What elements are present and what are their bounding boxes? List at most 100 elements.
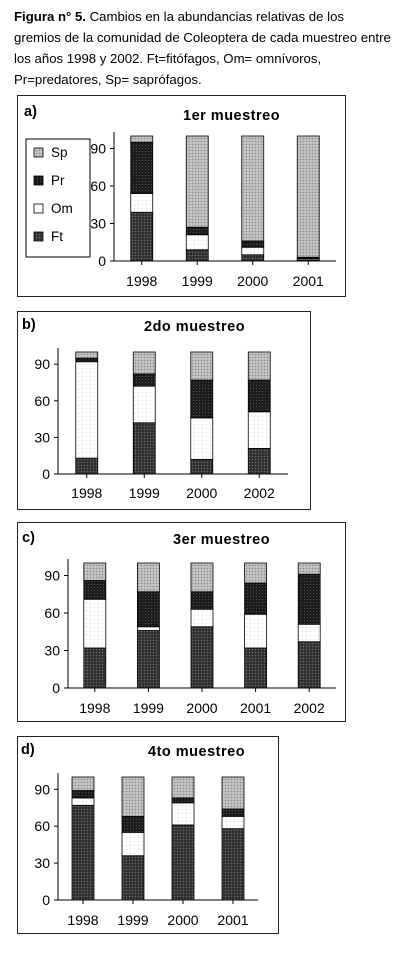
x-tick-label: 2000 bbox=[186, 700, 217, 716]
bar-segment-ft bbox=[130, 211, 154, 262]
y-tick-label: 90 bbox=[44, 568, 60, 584]
bar-segment-ft bbox=[75, 457, 99, 475]
y-tick-label: 30 bbox=[90, 216, 106, 232]
x-tick-label: 2001 bbox=[293, 273, 324, 289]
panel-letter: d) bbox=[21, 742, 35, 758]
bar-segment-sp bbox=[221, 776, 245, 810]
bar-segment-sp bbox=[296, 135, 320, 258]
legend-label-ft: Ft bbox=[51, 229, 63, 244]
bar-segment-pr bbox=[75, 357, 99, 363]
chart-panel-b: b) 2do muestreo 0 30 60 90 1998 1999 2000 2002 bbox=[17, 311, 311, 510]
bar-segment-sp bbox=[121, 776, 145, 817]
chart-c: c) 3er muestreo 0 30 60 90 1998 1999 2000 2001 200… bbox=[22, 530, 336, 716]
x-tick-label: 1998 bbox=[126, 273, 157, 289]
x-tick-label: 2002 bbox=[244, 485, 275, 501]
y-tick-label: 60 bbox=[90, 178, 106, 194]
bar-segment-pr bbox=[185, 226, 209, 236]
legend-label-pr: Pr bbox=[51, 173, 65, 188]
bar-segment-pr bbox=[137, 591, 160, 628]
x-tick-label: 1998 bbox=[71, 485, 102, 501]
bar-segment-om bbox=[132, 385, 156, 424]
chart-title: 1er muestreo bbox=[183, 108, 280, 124]
panel-letter: b) bbox=[22, 317, 36, 333]
legend-swatch-om bbox=[33, 203, 44, 214]
bar-segment-ft bbox=[121, 855, 145, 901]
bar-segment-pr bbox=[71, 790, 95, 799]
bar-segment-om bbox=[171, 802, 195, 826]
bar-segment-pr bbox=[247, 379, 271, 413]
bar-segment-sp bbox=[132, 351, 156, 375]
bar-segment-sp bbox=[137, 562, 160, 593]
bar-segment-ft bbox=[137, 630, 160, 689]
y-tick-label: 90 bbox=[34, 781, 50, 797]
x-tick-label: 2000 bbox=[167, 912, 198, 928]
chart-title: 3er muestreo bbox=[173, 532, 270, 548]
chart-panel-c: c) 3er muestreo 0 30 60 90 1998 1999 2000 2001 200… bbox=[17, 522, 346, 722]
y-tick-label: 60 bbox=[44, 605, 60, 621]
bar-segment-pr bbox=[171, 797, 195, 804]
x-tick-label: 2000 bbox=[186, 485, 217, 501]
bar-segment-ft bbox=[244, 647, 268, 689]
y-tick-label: 0 bbox=[98, 253, 106, 269]
legend-swatch-ft bbox=[33, 231, 44, 242]
y-tick-label: 30 bbox=[34, 429, 50, 445]
bar-segment-om bbox=[221, 815, 245, 830]
bar-segment-pr bbox=[121, 815, 145, 833]
bar-segment-sp bbox=[241, 135, 265, 242]
legend: Sp Pr Om Ft bbox=[25, 138, 91, 258]
chart-title: 4to muestreo bbox=[148, 744, 245, 760]
bar-segment-pr bbox=[297, 573, 321, 625]
bar-segment-pr bbox=[190, 591, 214, 610]
bar-segment-ft bbox=[297, 641, 321, 689]
bar-segment-ft bbox=[171, 824, 195, 901]
bar-segment-om bbox=[241, 246, 265, 256]
bar-segment-ft bbox=[71, 804, 95, 901]
bar-segment-ft bbox=[221, 828, 245, 901]
x-tick-label: 1999 bbox=[182, 273, 213, 289]
chart-d: d) 4to muestreo 0 30 60 90 1998 1999 2000 2001 bbox=[21, 742, 258, 928]
bar-segment-sp bbox=[71, 776, 95, 791]
chart-b: b) 2do muestreo 0 30 60 90 1998 1999 2000 2002 bbox=[22, 317, 288, 501]
bar-segment-om bbox=[83, 598, 107, 649]
legend-label-om: Om bbox=[51, 201, 73, 216]
x-tick-label: 2002 bbox=[294, 700, 325, 716]
bar-segment-om bbox=[137, 626, 160, 631]
bar-segment-sp bbox=[171, 776, 195, 799]
legend-swatch-sp bbox=[33, 147, 44, 158]
bar-segment-pr bbox=[221, 808, 245, 817]
bar-segment-sp bbox=[130, 135, 154, 143]
legend-swatch-pr bbox=[33, 175, 44, 186]
bar-segment-sp bbox=[244, 562, 268, 584]
bar-segment-sp bbox=[247, 351, 271, 381]
bar-segment-om bbox=[190, 417, 214, 460]
bar-segment-ft bbox=[190, 626, 214, 689]
y-tick-label: 30 bbox=[44, 643, 60, 659]
bar-segment-pr bbox=[190, 379, 214, 419]
bar-segment-om bbox=[130, 193, 154, 213]
bar-segment-ft bbox=[83, 647, 107, 689]
bar-segment-sp bbox=[297, 562, 321, 575]
panel-letter: a) bbox=[24, 104, 37, 120]
bar-segment-ft bbox=[190, 458, 214, 475]
legend-label-sp: Sp bbox=[51, 145, 68, 160]
y-tick-label: 0 bbox=[42, 466, 50, 482]
x-tick-label: 2000 bbox=[237, 273, 268, 289]
y-tick-label: 60 bbox=[34, 818, 50, 834]
bar-segment-ft bbox=[185, 249, 209, 262]
y-tick-label: 30 bbox=[34, 855, 50, 871]
panel-letter: c) bbox=[22, 530, 35, 546]
bar-segment-sp bbox=[190, 351, 214, 381]
bar-segment-om bbox=[247, 411, 271, 449]
bar-segment-sp bbox=[75, 351, 99, 359]
bar-segment-pr bbox=[244, 582, 268, 615]
chart-title: 2do muestreo bbox=[144, 319, 245, 335]
x-tick-label: 1998 bbox=[79, 700, 110, 716]
chart-panel-a: a) 1er muestreo 0 30 60 90 1998 1999 2000 2001 Sp P… bbox=[17, 95, 346, 297]
chart-a: a) 1er muestreo 0 30 60 90 1998 1999 2000 2001 Sp P… bbox=[24, 104, 336, 289]
x-tick-label: 1999 bbox=[117, 912, 148, 928]
y-tick-label: 0 bbox=[52, 680, 60, 696]
bar-segment-pr bbox=[130, 141, 154, 194]
y-tick-label: 0 bbox=[42, 892, 50, 908]
y-tick-label: 90 bbox=[34, 356, 50, 372]
bar-segment-om bbox=[71, 797, 95, 806]
